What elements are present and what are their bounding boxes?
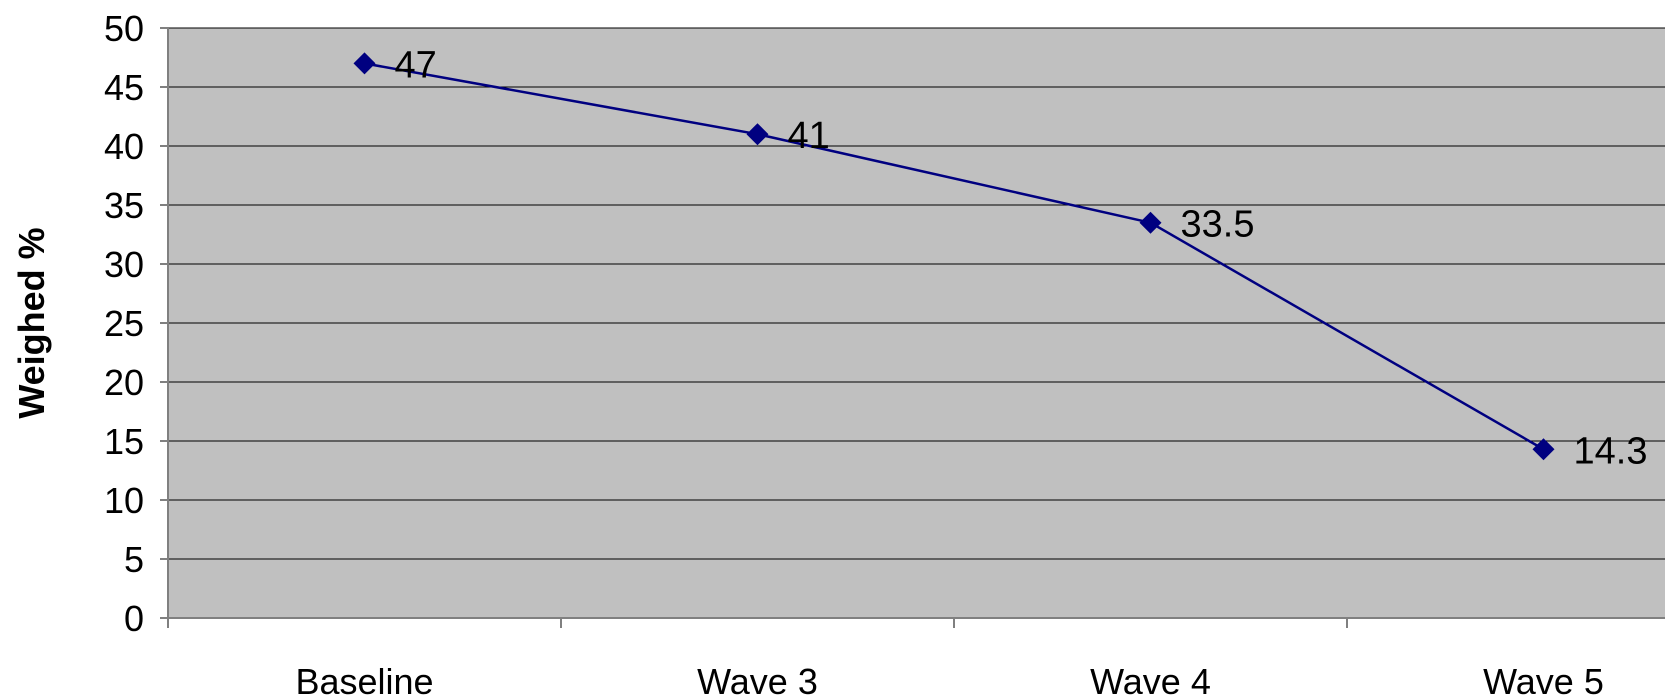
y-tick-label: 25	[104, 303, 144, 344]
y-tick-label: 40	[104, 126, 144, 167]
x-tick-label: Wave 5	[1483, 661, 1604, 700]
x-tick-label: Wave 4	[1090, 661, 1211, 700]
series-line	[364, 62, 1545, 451]
x-tick-label: Baseline	[295, 661, 433, 700]
data-label: 33.5	[1181, 204, 1255, 246]
y-tick-label: 35	[104, 185, 144, 226]
data-label: 41	[788, 115, 830, 157]
x-tick-labels: Baseline Wave 3 Wave 4 Wave 5	[295, 661, 1603, 700]
series-group: 47 41 33.5 14.3	[353, 44, 1648, 472]
y-axis-title: Weighed %	[11, 227, 52, 418]
y-tick-label: 30	[104, 244, 144, 285]
data-point-marker	[353, 52, 376, 75]
data-label: 47	[395, 44, 437, 86]
y-tick-label: 0	[124, 598, 144, 639]
y-tick-label: 15	[104, 421, 144, 462]
data-point-marker	[1139, 211, 1162, 234]
data-point-marker	[1532, 438, 1555, 461]
data-label: 14.3	[1574, 430, 1648, 472]
gridlines	[168, 27, 1665, 560]
x-axis	[167, 617, 1665, 628]
data-point-marker	[746, 123, 769, 146]
x-tick-label: Wave 3	[697, 661, 818, 700]
y-axis	[160, 27, 169, 619]
y-tick-label: 10	[104, 480, 144, 521]
y-tick-label: 5	[124, 539, 144, 580]
y-tick-labels: 0 5 10 15 20 25 30 35 40 45 50	[104, 8, 144, 639]
y-tick-label: 20	[104, 362, 144, 403]
y-tick-label: 50	[104, 8, 144, 49]
y-tick-label: 45	[104, 67, 144, 108]
